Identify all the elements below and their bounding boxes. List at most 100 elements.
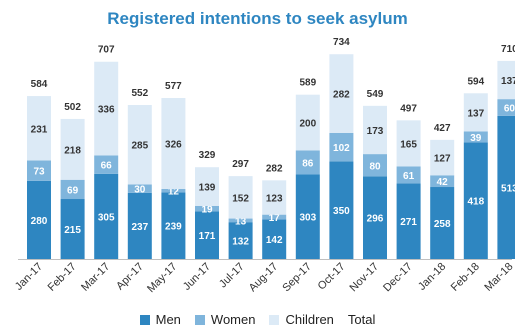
- bar-women: [329, 132, 354, 162]
- bar-men: [228, 222, 253, 259]
- data-label-men: 271: [400, 217, 417, 228]
- data-label-men: 350: [333, 206, 350, 217]
- x-tick-label: Jan-18: [416, 261, 448, 293]
- data-label-children: 218: [64, 145, 81, 156]
- data-label-total: 549: [367, 89, 384, 100]
- data-label-women: 30: [134, 185, 146, 196]
- data-label-men: 132: [232, 237, 249, 248]
- data-label-total: 297: [232, 159, 249, 170]
- bar-women: [195, 205, 219, 212]
- data-label-men: 171: [199, 231, 216, 242]
- data-label-children: 165: [400, 139, 417, 150]
- bar-women: [127, 184, 152, 193]
- bar-children: [27, 96, 51, 161]
- data-label-women: 102: [333, 143, 350, 154]
- x-tick-label: Apr-17: [114, 261, 146, 293]
- bar-women: [497, 99, 515, 116]
- legend-label-children: Children: [285, 312, 334, 327]
- data-label-children: 200: [299, 119, 316, 130]
- data-label-women: 69: [67, 185, 79, 196]
- data-label-women: 19: [201, 205, 213, 216]
- x-tick-label: Oct-17: [316, 261, 348, 293]
- data-label-men: 237: [131, 222, 148, 233]
- data-label-children: 127: [434, 154, 451, 165]
- x-tick-label: Feb-17: [46, 261, 79, 294]
- x-tick-label: Dec-17: [381, 261, 415, 295]
- bar-women: [27, 160, 51, 181]
- data-label-total: 497: [400, 103, 417, 114]
- data-label-men: 258: [434, 219, 451, 230]
- legend-label-women: Women: [210, 312, 256, 327]
- data-label-men: 305: [98, 212, 115, 223]
- data-label-men: 513: [501, 183, 515, 194]
- data-label-total: 589: [299, 78, 316, 89]
- legend-item-total: Total: [348, 312, 375, 327]
- bar-men: [430, 187, 455, 259]
- data-label-total: 282: [266, 163, 283, 174]
- x-tick-label: Jan-17: [13, 261, 45, 293]
- data-label-total: 710: [501, 44, 515, 55]
- bar-children: [396, 120, 421, 167]
- bar-men: [127, 192, 152, 259]
- legend-item-men: Men: [139, 312, 181, 327]
- data-label-women: 66: [101, 161, 113, 172]
- legend-item-women: Women: [194, 312, 256, 327]
- bar-women: [262, 214, 287, 220]
- bar-children: [363, 105, 387, 155]
- bar-children: [60, 118, 85, 180]
- bar-women: [161, 188, 186, 193]
- data-label-women: 60: [504, 104, 515, 115]
- data-label-women: 80: [369, 161, 381, 172]
- data-label-men: 280: [31, 216, 48, 227]
- chart-legend: Men Women Children Total: [0, 312, 515, 327]
- data-label-children: 326: [165, 139, 182, 150]
- data-label-children: 137: [467, 108, 484, 119]
- bar-men: [27, 180, 51, 259]
- bar-children: [262, 180, 287, 215]
- data-label-men: 296: [367, 214, 384, 225]
- chart-title: Registered intentions to seek asylum: [107, 9, 408, 28]
- bar-men: [295, 174, 320, 259]
- legend-swatch-children: [269, 314, 280, 325]
- bar-men: [262, 219, 287, 259]
- bar-children: [430, 139, 455, 176]
- x-tick-label: Jul-17: [217, 261, 247, 291]
- data-label-women: 86: [302, 158, 314, 169]
- legend-label-total: Total: [347, 312, 376, 327]
- data-label-children: 231: [31, 124, 48, 135]
- data-label-men: 215: [64, 225, 81, 236]
- x-tick-label: May-17: [145, 261, 179, 295]
- x-tick-label: Mar-17: [79, 261, 112, 294]
- data-label-total: 734: [333, 37, 350, 48]
- bar-men: [497, 115, 515, 259]
- legend-swatch-women: [194, 314, 205, 325]
- bar-children: [94, 61, 119, 156]
- bar-women: [60, 179, 85, 200]
- x-tick-label: Jun-17: [181, 261, 213, 293]
- x-tick-label: Sep-17: [280, 261, 314, 295]
- data-label-total: 552: [131, 88, 148, 99]
- data-label-total: 594: [467, 76, 484, 87]
- data-label-women: 12: [168, 187, 180, 198]
- data-label-total: 584: [31, 79, 48, 90]
- data-label-women: 61: [403, 171, 415, 182]
- legend-label-men: Men: [155, 312, 181, 327]
- x-tick-label: Nov-17: [348, 261, 382, 295]
- data-label-children: 336: [98, 105, 115, 116]
- bar-men: [396, 183, 421, 259]
- bar-women: [363, 154, 387, 177]
- data-label-women: 42: [437, 177, 449, 188]
- data-label-total: 707: [98, 45, 115, 56]
- data-label-total: 502: [64, 102, 81, 113]
- legend-swatch-men: [139, 314, 150, 325]
- data-label-total: 427: [434, 123, 451, 134]
- data-label-women: 73: [33, 167, 45, 178]
- bar-men: [363, 176, 387, 259]
- bar-women: [94, 155, 119, 174]
- bar-men: [161, 192, 186, 259]
- data-label-children: 123: [266, 193, 283, 204]
- bar-children: [463, 93, 488, 132]
- bar-men: [94, 173, 119, 259]
